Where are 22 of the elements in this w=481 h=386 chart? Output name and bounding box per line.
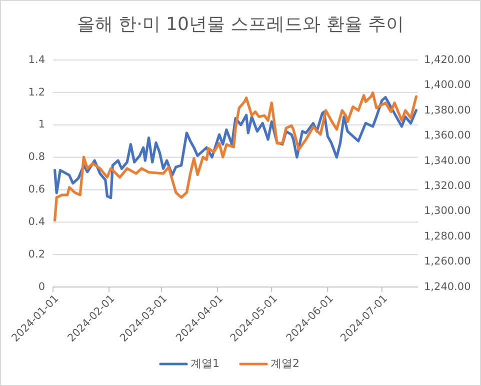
y-tick-label: 1.4 xyxy=(28,54,46,66)
legend-label: 계열1 xyxy=(190,357,220,370)
y2-tick-label: 1,240.00 xyxy=(424,280,471,293)
y2-tick-label: 1,340.00 xyxy=(424,154,471,167)
y-tick-label: 0 xyxy=(38,280,45,293)
y-tick-label: 1 xyxy=(38,118,45,131)
y2-tick-label: 1,360.00 xyxy=(424,130,471,142)
chart-title: 올해 한·미 10년물 스프레드와 환율 추이 xyxy=(76,14,404,35)
y-tick-label: 0.4 xyxy=(28,216,46,228)
y-tick-label: 0.2 xyxy=(28,248,45,260)
y2-tick-label: 1,300.00 xyxy=(424,205,471,218)
y-tick-label: 1.2 xyxy=(28,86,45,98)
y2-tick-label: 1,420.00 xyxy=(424,54,471,66)
y-tick-label: 0.6 xyxy=(28,184,46,196)
y2-tick-label: 1,280.00 xyxy=(424,230,471,242)
y2-tick-label: 1,400.00 xyxy=(424,79,471,92)
y2-tick-label: 1,320.00 xyxy=(424,180,471,192)
y-tick-label: 0.8 xyxy=(28,151,45,164)
line-series xyxy=(54,91,418,222)
y2-tick-label: 1,380.00 xyxy=(424,104,471,116)
y2-tick-label: 1,260.00 xyxy=(424,256,471,268)
legend-label: 계열2 xyxy=(270,357,300,370)
